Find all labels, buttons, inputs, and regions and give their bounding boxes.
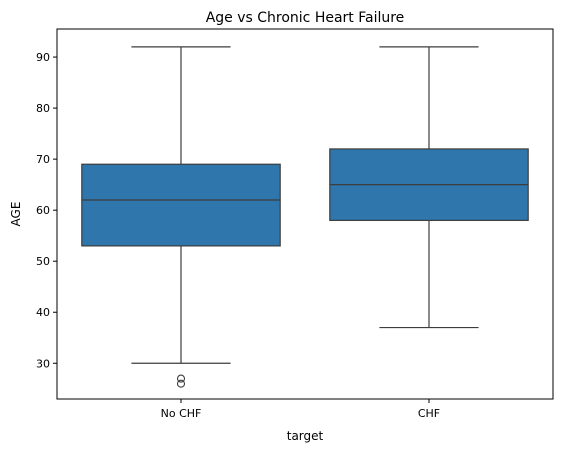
y-tick-label: 90 <box>36 51 50 64</box>
y-tick-label: 50 <box>36 255 50 268</box>
y-tick-label: 70 <box>36 153 50 166</box>
y-tick-label: 40 <box>36 306 50 319</box>
y-tick-label: 30 <box>36 357 50 370</box>
y-axis-label: AGE <box>9 202 23 227</box>
chart-title: Age vs Chronic Heart Failure <box>206 10 405 26</box>
x-axis: No CHF CHF <box>161 399 440 420</box>
outlier-point <box>176 374 186 383</box>
outlier-point <box>176 379 186 388</box>
box-iqr <box>81 163 281 247</box>
y-tick-label: 80 <box>36 102 50 115</box>
x-axis-label: target <box>287 429 324 443</box>
plot-area <box>81 46 529 388</box>
y-tick-label: 60 <box>36 204 50 217</box>
y-axis: 30 40 50 60 70 80 90 <box>36 51 57 370</box>
x-tick-label: CHF <box>418 407 440 420</box>
x-tick-label: No CHF <box>161 407 202 420</box>
plot-frame <box>56 28 554 400</box>
